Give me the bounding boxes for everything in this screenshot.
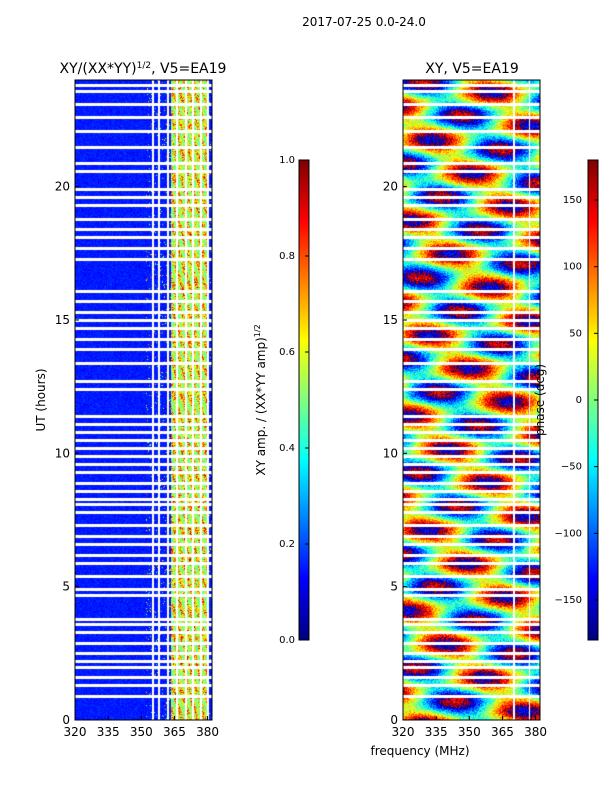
colorbar-tick-label: 0.0 [279,635,295,646]
phase-frame [402,79,541,721]
y-tick-label: 0 [390,713,398,727]
x-tick-label: 350 [130,725,153,739]
x-tick-label: 335 [97,725,120,739]
amplitude-title-exponent: 1/2 [137,61,151,71]
y-tick-label: 0 [62,713,70,727]
x-tick-label: 365 [163,725,186,739]
colorbar-tick-label: −50 [561,462,582,473]
amplitude-frame [74,79,213,721]
amplitude-colorbar-label-exponent: 1/2 [253,324,262,337]
y-tick-label: 10 [55,446,70,460]
phase-heatmap [403,80,540,720]
phase-panel: XY, V5=EA19 320 335 350 365 380 0 5 10 15 20 [383,61,547,739]
x-tick-label: 380 [196,725,219,739]
phase-colorbar-gradient [588,160,598,640]
x-tick-label: 350 [458,725,481,739]
colorbar-tick-label: 1.0 [279,155,295,166]
x-tick-label: 365 [491,725,514,739]
colorbar-tick-label: 0 [576,395,582,406]
phase-colorbar-ticks: −150 −100 −50 0 50 100 150 [555,195,598,606]
amplitude-colorbar-gradient [299,160,309,640]
colorbar-tick-label: −100 [555,528,582,539]
y-tick-label: 5 [390,580,398,594]
y-tick-label: 20 [55,180,70,194]
y-tick-label: 20 [383,180,398,194]
amplitude-panel: XY/(XX*YY)1/2, V5=EA19 320 335 350 365 380 0… [34,61,226,739]
colorbar-tick-label: −150 [555,595,582,606]
figure-title: 2017-07-25 0.0-24.0 [302,15,426,29]
amplitude-colorbar-label-text: XY amp. / (XX*YY amp) [254,337,268,475]
y-tick-label: 10 [383,446,398,460]
amplitude-colorbar-label: XY amp. / (XX*YY amp)1/2 [253,324,268,475]
x-tick-label: 320 [392,725,415,739]
x-tick-label: 335 [425,725,448,739]
amplitude-y-axis: 0 5 10 15 20 [55,180,79,727]
amplitude-title-suffix: , V5=EA19 [151,61,226,77]
y-tick-label: 15 [55,313,70,327]
ut-axis-label: UT (hours) [34,368,48,431]
phase-x-axis: 320 335 350 365 380 [392,716,547,739]
colorbar-tick-label: 0.8 [279,251,295,262]
amplitude-colorbar: 0.0 0.2 0.4 0.6 0.8 1.0 XY amp. / (XX*YY amp)… [253,155,310,646]
colorbar-tick-label: 0.6 [279,347,295,358]
colorbar-tick-label: 0.4 [279,443,295,454]
colorbar-tick-label: 0.2 [279,539,295,550]
y-tick-label: 15 [383,313,398,327]
colorbar-tick-label: 50 [569,328,582,339]
phase-colorbar: −150 −100 −50 0 50 100 150 phase (deg) [533,159,599,641]
y-tick-label: 5 [62,580,70,594]
amplitude-colorbar-frame [298,159,310,641]
colorbar-tick-label: 100 [563,262,582,273]
amplitude-panel-title: XY/(XX*YY)1/2, V5=EA19 [60,61,227,77]
amplitude-colorbar-ticks: 0.0 0.2 0.4 0.6 0.8 1.0 [279,155,309,646]
x-tick-label: 380 [524,725,547,739]
frequency-axis-label: frequency (MHz) [370,744,469,758]
amplitude-title-prefix: XY/(XX*YY) [60,61,137,77]
phase-colorbar-label: phase (deg) [533,364,547,436]
phase-panel-title: XY, V5=EA19 [425,61,519,77]
phase-y-axis: 0 5 10 15 20 [383,180,407,727]
x-tick-label: 320 [64,725,87,739]
amplitude-x-axis: 320 335 350 365 380 [64,716,219,739]
colorbar-tick-label: 150 [563,195,582,206]
amplitude-heatmap [75,80,212,720]
